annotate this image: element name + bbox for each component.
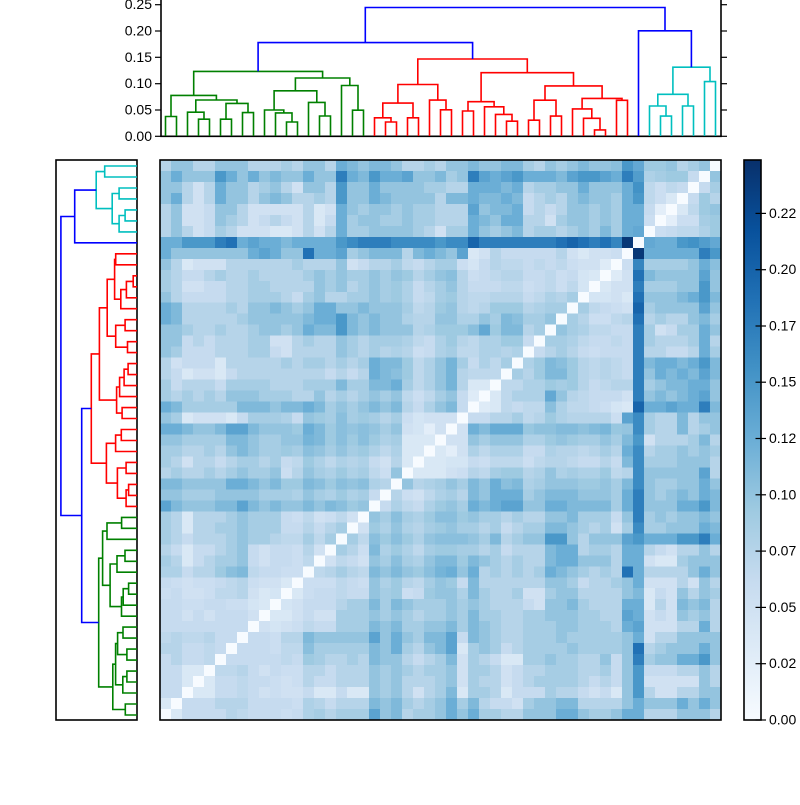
svg-text:0.05: 0.05 (769, 599, 796, 615)
svg-text:0.20: 0.20 (125, 23, 152, 39)
svg-text:0.22: 0.22 (769, 205, 796, 221)
svg-text:0.25: 0.25 (125, 0, 152, 12)
svg-text:0.00: 0.00 (125, 128, 152, 144)
svg-text:0.17: 0.17 (769, 318, 796, 334)
svg-text:0.05: 0.05 (125, 102, 152, 118)
svg-text:0.20: 0.20 (769, 261, 796, 277)
svg-text:0.07: 0.07 (769, 543, 796, 559)
svg-text:0.15: 0.15 (125, 49, 152, 65)
svg-text:0.10: 0.10 (769, 486, 796, 502)
svg-text:0.02: 0.02 (769, 655, 796, 671)
svg-text:0.12: 0.12 (769, 430, 796, 446)
svg-text:0.15: 0.15 (769, 374, 796, 390)
svg-text:0.00: 0.00 (769, 712, 796, 728)
svg-text:0.10: 0.10 (125, 75, 152, 91)
